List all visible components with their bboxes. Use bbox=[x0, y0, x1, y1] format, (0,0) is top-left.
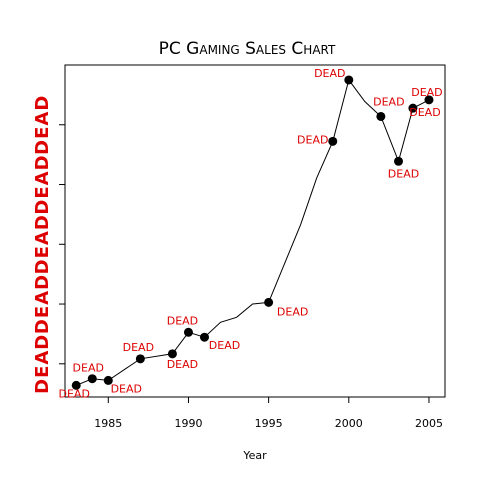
y-tick-label-0: DEAD bbox=[32, 334, 53, 394]
data-point-3 bbox=[135, 354, 145, 364]
data-point-16 bbox=[376, 111, 386, 121]
point-label-1: DEAD bbox=[73, 362, 104, 375]
data-point-2 bbox=[103, 375, 113, 385]
series-line bbox=[76, 78, 430, 386]
point-label-17: DEAD bbox=[388, 167, 419, 180]
data-point-1 bbox=[87, 374, 97, 384]
data-point-13 bbox=[328, 136, 338, 146]
y-tick-label-1: DEAD bbox=[32, 274, 53, 334]
x-tick-label-2005: 2005 bbox=[415, 417, 443, 430]
point-label-16: DEAD bbox=[373, 95, 404, 108]
point-label-10: DEAD bbox=[277, 305, 308, 318]
x-tick-label-1985: 1985 bbox=[94, 417, 122, 430]
data-points bbox=[71, 75, 434, 390]
data-point-17 bbox=[394, 156, 404, 166]
y-tick-label-2: DEAD bbox=[32, 214, 53, 274]
y-tick-label-4: DEAD bbox=[32, 95, 53, 155]
point-label-19: DEAD bbox=[409, 106, 440, 119]
point-label-5: DEAD bbox=[167, 314, 198, 327]
point-label-14: DEAD bbox=[314, 67, 345, 80]
plot-frame bbox=[64, 64, 446, 398]
point-label-18: DEAD bbox=[411, 86, 442, 99]
point-label-6: DEAD bbox=[209, 339, 240, 352]
chart-title: PC Gaming Sales Chart bbox=[159, 39, 336, 59]
x-tick-label-1990: 1990 bbox=[174, 417, 202, 430]
point-label-4: DEAD bbox=[167, 358, 198, 371]
x-axis-label: Year bbox=[242, 449, 267, 462]
series-line-group bbox=[76, 78, 430, 386]
data-point-18 bbox=[408, 103, 418, 113]
data-point-5 bbox=[183, 327, 193, 337]
data-point-14 bbox=[344, 75, 354, 85]
point-label-2: DEAD bbox=[111, 382, 142, 395]
x-axis: 1985 1990 1995 2000 2005 bbox=[94, 397, 443, 430]
data-point-19 bbox=[424, 95, 434, 105]
point-label-3: DEAD bbox=[123, 341, 154, 354]
point-label-0: DEAD bbox=[59, 387, 90, 400]
x-tick-label-1995: 1995 bbox=[255, 417, 283, 430]
data-point-4 bbox=[167, 349, 177, 359]
y-tick-label-3: DEAD bbox=[32, 154, 53, 214]
point-label-13: DEAD bbox=[297, 133, 328, 146]
point-labels: DEAD DEAD DEAD DEAD DEAD DEAD DEAD DEAD DEAD DEAD… bbox=[59, 67, 443, 400]
data-point-0 bbox=[71, 380, 81, 390]
x-tick-label-2000: 2000 bbox=[335, 417, 363, 430]
data-point-10 bbox=[264, 297, 274, 307]
data-point-6 bbox=[199, 332, 209, 342]
